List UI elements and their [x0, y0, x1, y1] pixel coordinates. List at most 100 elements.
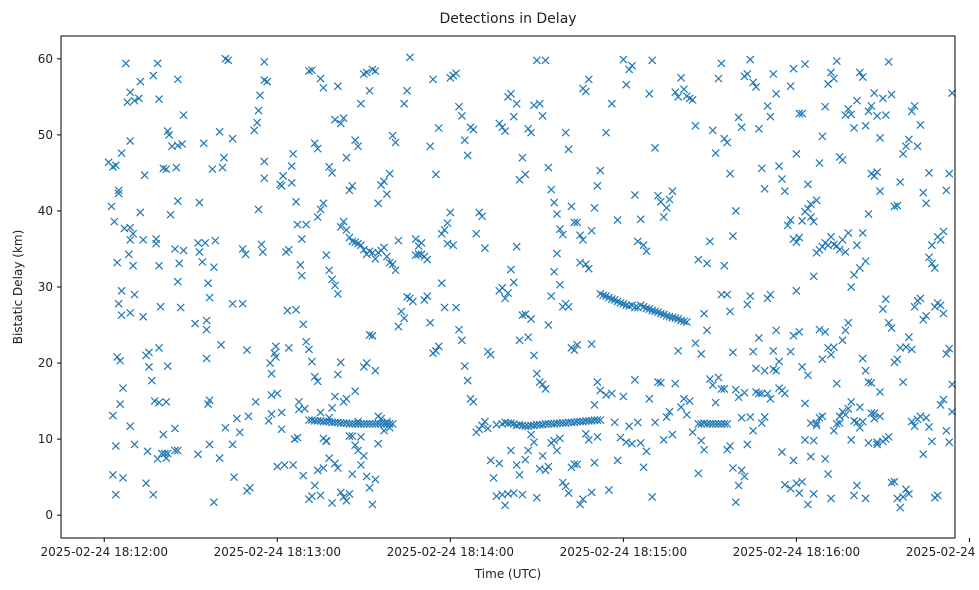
data-point	[702, 326, 712, 335]
data-point	[114, 186, 123, 195]
data-point	[720, 419, 729, 428]
data-point	[440, 225, 449, 234]
data-point	[325, 266, 334, 275]
data-point	[469, 125, 478, 134]
data-point	[587, 340, 596, 349]
data-point	[348, 237, 357, 246]
data-point	[622, 80, 631, 89]
data-point	[662, 203, 671, 212]
data-point	[437, 279, 446, 288]
data-point	[786, 347, 795, 356]
data-point	[142, 479, 151, 488]
data-point	[907, 345, 916, 354]
data-point	[162, 165, 171, 174]
data-point	[590, 416, 599, 425]
data-point	[792, 149, 801, 158]
data-point	[930, 302, 939, 311]
data-point	[297, 271, 306, 280]
data-point	[711, 419, 720, 428]
data-point	[803, 500, 812, 509]
data-point	[656, 378, 665, 387]
data-point	[717, 59, 726, 68]
data-point	[130, 440, 139, 449]
data-point	[910, 302, 919, 311]
data-point	[743, 70, 752, 79]
data-point	[176, 303, 185, 312]
data-point	[359, 362, 368, 371]
data-point	[590, 203, 599, 212]
data-point	[316, 205, 325, 214]
data-point	[933, 491, 942, 500]
data-point	[463, 151, 472, 160]
data-point	[550, 267, 559, 276]
data-point	[391, 138, 400, 147]
chart-title: Detections in Delay	[439, 11, 576, 27]
data-point	[348, 181, 357, 190]
data-point	[365, 419, 374, 428]
data-point	[806, 200, 815, 209]
data-point	[460, 136, 469, 145]
data-point	[841, 326, 850, 335]
data-point	[925, 253, 934, 262]
data-point	[368, 500, 377, 509]
data-point	[645, 89, 654, 98]
data-point	[307, 66, 316, 75]
data-point	[809, 272, 818, 281]
data-point	[936, 235, 945, 244]
data-point	[558, 478, 567, 487]
data-point	[297, 235, 306, 244]
data-point	[873, 168, 882, 177]
data-point	[116, 400, 125, 409]
data-point	[339, 492, 348, 501]
data-point	[798, 216, 807, 225]
x-tick-label: 2025-02-24 18:15:00	[560, 545, 687, 559]
data-point	[454, 325, 463, 334]
data-point	[385, 423, 394, 432]
data-point	[368, 419, 377, 428]
data-point	[149, 490, 158, 499]
data-point	[267, 409, 276, 419]
data-point	[723, 138, 732, 147]
data-point	[457, 336, 466, 345]
data-point	[619, 392, 628, 401]
data-point	[333, 82, 342, 91]
data-point	[668, 313, 677, 322]
data-point	[806, 452, 815, 461]
data-point	[642, 304, 651, 313]
data-point	[110, 217, 119, 226]
data-point	[945, 169, 954, 178]
data-point	[506, 265, 515, 274]
data-point	[159, 164, 168, 173]
data-point	[179, 111, 188, 120]
data-point	[271, 352, 280, 362]
data-point	[789, 456, 798, 465]
data-point	[294, 397, 303, 406]
data-point	[789, 331, 798, 340]
data-point	[374, 199, 383, 208]
data-point	[812, 419, 821, 428]
data-point	[209, 263, 218, 272]
data-point	[163, 449, 172, 458]
data-point	[564, 302, 573, 311]
data-point	[740, 472, 749, 481]
data-point	[798, 362, 807, 371]
data-point	[610, 418, 619, 427]
data-point	[564, 145, 573, 154]
data-point	[547, 292, 556, 301]
data-point	[581, 260, 590, 269]
data-point	[873, 440, 882, 449]
data-point	[195, 247, 204, 257]
data-point	[156, 302, 165, 311]
data-point	[123, 98, 132, 107]
data-point	[509, 278, 518, 287]
data-point	[798, 477, 807, 486]
data-point	[829, 343, 838, 352]
data-point	[665, 312, 674, 321]
data-point	[884, 432, 893, 441]
data-point	[826, 68, 836, 77]
data-point	[254, 106, 263, 115]
data-point	[925, 422, 934, 431]
x-tick-label: 2025-02-24 18:14:00	[387, 545, 514, 559]
data-point	[671, 314, 680, 323]
